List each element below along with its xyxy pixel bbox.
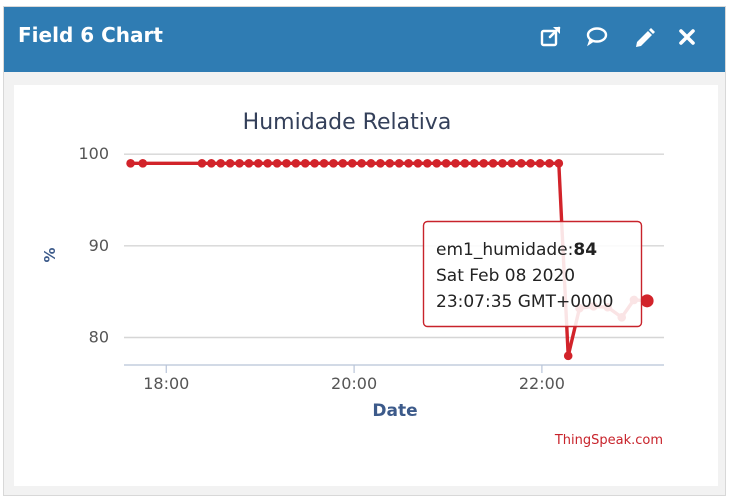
close-icon[interactable] xyxy=(671,21,703,53)
external-link-icon[interactable] xyxy=(535,21,567,53)
thingspeak-credit-link[interactable]: ThingSpeak.com xyxy=(554,433,663,448)
tooltip-value: 84 xyxy=(573,240,597,260)
data-point[interactable] xyxy=(413,159,423,168)
highlighted-data-point[interactable] xyxy=(640,294,654,308)
data-point[interactable] xyxy=(376,159,385,168)
chart-body: Humidade Relativa 80 90 100 18:00 20:00 22:0… xyxy=(14,85,718,486)
data-point[interactable] xyxy=(235,159,244,168)
y-tick-label: 90 xyxy=(89,236,109,255)
y-tick-label: 80 xyxy=(89,328,109,347)
tooltip-box xyxy=(422,220,643,328)
data-point[interactable] xyxy=(319,159,329,168)
data-point[interactable] xyxy=(207,159,216,168)
tooltip-date: Sat Feb 08 2020 xyxy=(436,266,575,286)
panel-header: Field 6 Chart xyxy=(4,7,725,72)
data-point[interactable] xyxy=(263,159,272,168)
data-point[interactable] xyxy=(216,159,226,168)
tooltip-series-label: em1_humidade: xyxy=(436,240,573,260)
pencil-icon[interactable] xyxy=(628,21,660,53)
data-point[interactable] xyxy=(347,159,357,168)
data-point[interactable] xyxy=(460,159,470,168)
x-tick-label: 20:00 xyxy=(331,374,377,393)
data-point[interactable] xyxy=(554,159,564,168)
data-point[interactable] xyxy=(338,159,348,168)
data-point[interactable] xyxy=(498,159,507,168)
x-axis-label: Date xyxy=(372,401,417,421)
chart-panel: Field 6 Chart xyxy=(3,6,726,496)
chart-title: Humidade Relativa xyxy=(243,110,452,135)
data-point[interactable] xyxy=(197,159,207,168)
x-tick-label: 22:00 xyxy=(519,374,565,393)
data-point[interactable] xyxy=(507,159,517,168)
data-point[interactable] xyxy=(526,159,535,168)
data-point[interactable] xyxy=(138,159,148,168)
data-point[interactable] xyxy=(329,159,338,168)
y-tick-label: 100 xyxy=(78,144,109,163)
y-axis-label: % xyxy=(41,247,59,262)
data-point[interactable] xyxy=(545,159,554,168)
tooltip-line-1: em1_humidade:84 xyxy=(436,240,597,260)
data-point[interactable] xyxy=(479,159,488,168)
panel-title: Field 6 Chart xyxy=(18,23,163,47)
data-point[interactable] xyxy=(253,159,263,168)
y-axis-ticks: 80 90 100 xyxy=(78,144,109,346)
comment-icon[interactable] xyxy=(581,21,613,53)
data-point[interactable] xyxy=(404,159,413,168)
data-point[interactable] xyxy=(516,159,526,168)
data-point[interactable] xyxy=(225,159,235,168)
tooltip-time: 23:07:35 GMT+0000 xyxy=(436,292,614,312)
data-point[interactable] xyxy=(244,159,254,168)
data-point[interactable] xyxy=(451,159,460,168)
data-point[interactable] xyxy=(272,159,282,168)
data-point[interactable] xyxy=(282,159,291,168)
x-axis-ticks: 18:00 20:00 22:00 xyxy=(143,365,565,393)
data-point[interactable] xyxy=(488,159,498,168)
data-point[interactable] xyxy=(291,159,301,168)
data-point[interactable] xyxy=(432,159,442,168)
data-point[interactable] xyxy=(300,159,310,168)
data-point[interactable] xyxy=(385,159,395,168)
data-point[interactable] xyxy=(535,159,545,168)
data-point[interactable] xyxy=(469,159,479,168)
data-point[interactable] xyxy=(126,159,135,168)
data-point[interactable] xyxy=(441,159,451,168)
x-tick-label: 18:00 xyxy=(143,374,189,393)
data-point[interactable] xyxy=(423,159,432,168)
tooltip: em1_humidade:84 Sat Feb 08 2020 23:07:35… xyxy=(422,220,643,328)
data-point[interactable] xyxy=(366,159,376,168)
data-point[interactable] xyxy=(394,159,404,168)
data-point[interactable] xyxy=(310,159,319,168)
chart-svg: Humidade Relativa 80 90 100 18:00 20:00 22:0… xyxy=(41,110,664,448)
data-point[interactable] xyxy=(357,159,366,168)
data-point[interactable] xyxy=(563,351,573,361)
